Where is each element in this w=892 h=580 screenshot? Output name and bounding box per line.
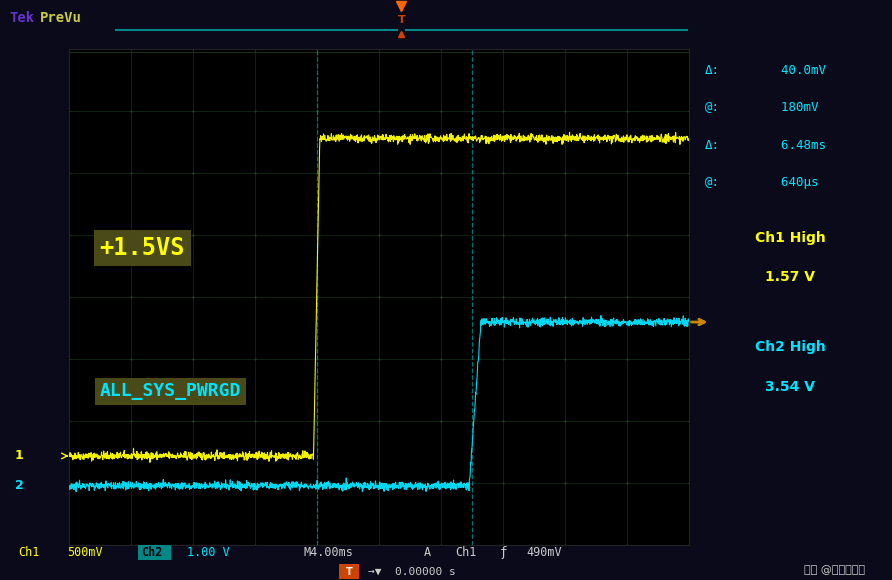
- Text: 180mV: 180mV: [766, 102, 818, 114]
- Text: ALL_SYS_PWRGD: ALL_SYS_PWRGD: [100, 382, 241, 400]
- Text: 1: 1: [14, 450, 23, 462]
- Text: 6.48ms: 6.48ms: [766, 139, 826, 151]
- Text: Δ:: Δ:: [705, 139, 720, 151]
- Text: 500mV: 500mV: [67, 546, 103, 559]
- FancyBboxPatch shape: [339, 564, 359, 579]
- Text: →▼  0.00000 s: →▼ 0.00000 s: [368, 567, 455, 577]
- Text: PreVu: PreVu: [40, 11, 82, 25]
- Text: Tek: Tek: [9, 11, 34, 25]
- Text: Ch1 High: Ch1 High: [755, 231, 826, 245]
- Text: Δ:: Δ:: [705, 64, 720, 77]
- Text: Ch2: Ch2: [141, 546, 162, 559]
- Text: @:: @:: [705, 102, 720, 114]
- Text: T: T: [345, 567, 352, 577]
- Text: 头条 @跟我学电脑: 头条 @跟我学电脑: [805, 564, 865, 575]
- Text: A: A: [424, 546, 431, 559]
- Text: Ch1: Ch1: [455, 546, 476, 559]
- Text: ƒ: ƒ: [500, 546, 507, 559]
- Text: 640μs: 640μs: [766, 176, 818, 189]
- Text: 3.54 V: 3.54 V: [765, 379, 815, 393]
- Text: T: T: [398, 14, 405, 25]
- Text: 40.0mV: 40.0mV: [766, 64, 826, 77]
- Text: +1.5VS: +1.5VS: [100, 235, 186, 260]
- Text: 1.57 V: 1.57 V: [765, 270, 815, 284]
- Text: 1.00 V: 1.00 V: [187, 546, 230, 559]
- Text: 2: 2: [14, 479, 23, 492]
- Text: M4.00ms: M4.00ms: [303, 546, 353, 559]
- Text: @:: @:: [705, 176, 720, 189]
- Text: Ch2 High: Ch2 High: [755, 340, 826, 354]
- FancyBboxPatch shape: [138, 545, 171, 560]
- Text: Ch1: Ch1: [18, 546, 39, 559]
- Text: 490mV: 490mV: [526, 546, 562, 559]
